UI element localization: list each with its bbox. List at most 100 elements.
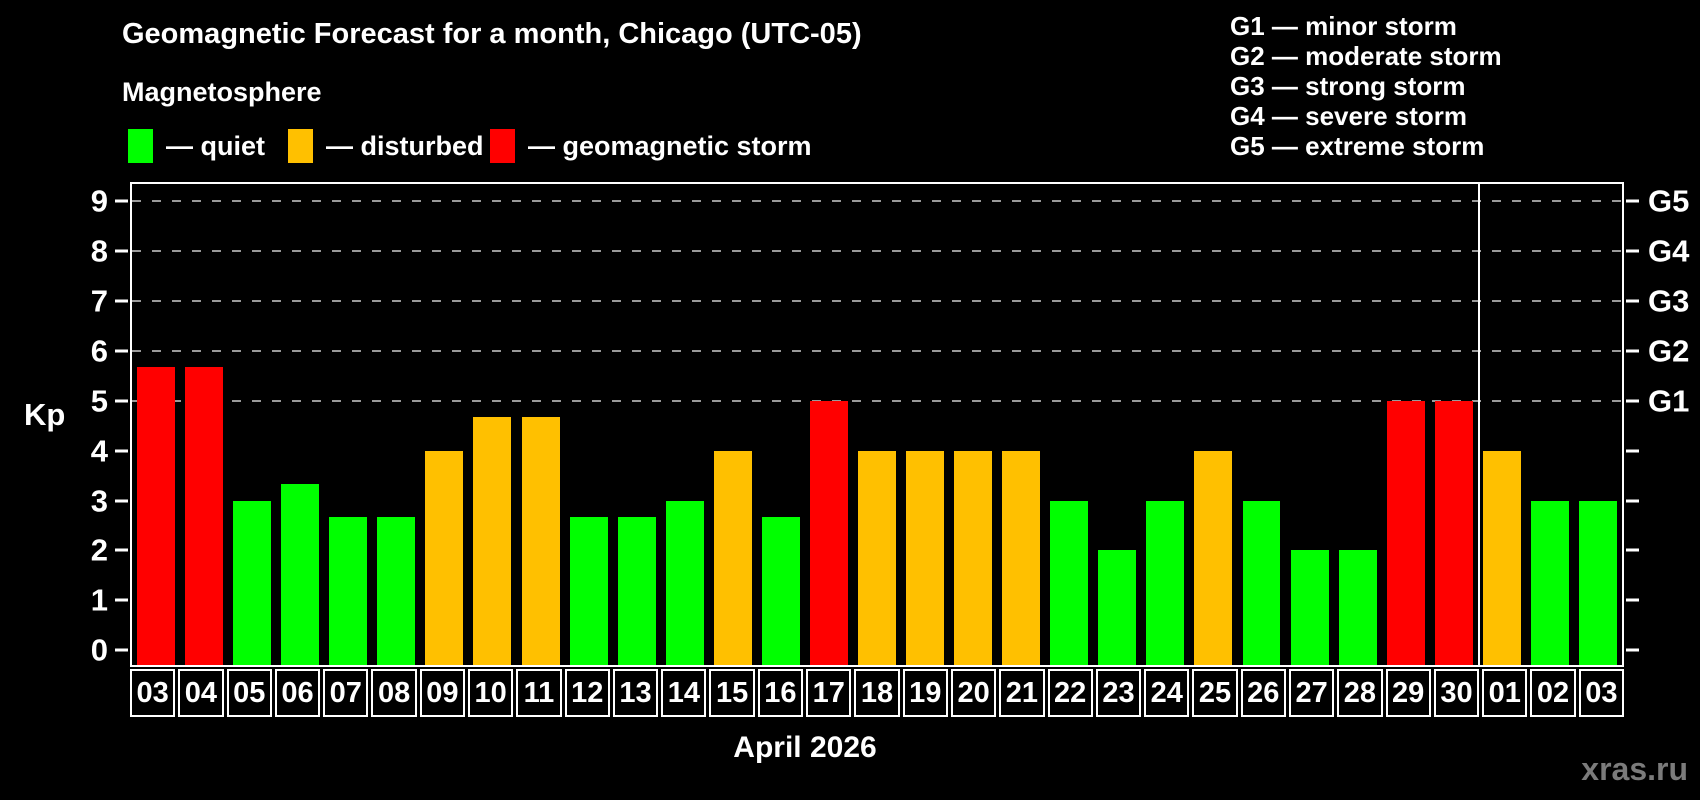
kp-bar-day-22 — [1050, 500, 1089, 665]
day-label-cell: 27 — [1288, 669, 1335, 717]
gridline-kp-7 — [132, 300, 1622, 303]
kp-bar-day-14 — [665, 500, 704, 665]
day-label-cell: 28 — [1337, 669, 1383, 717]
y-tick-left-3 — [115, 499, 128, 502]
day-label-cell: 23 — [1095, 669, 1142, 717]
quiet-color-swatch-icon — [128, 129, 153, 163]
kp-bar-day-20 — [954, 450, 993, 665]
day-label-cell: 29 — [1385, 669, 1431, 717]
y-tick-left-9 — [115, 199, 128, 203]
kp-bar-day-16 — [761, 516, 800, 665]
day-label-cell: 21 — [999, 669, 1045, 717]
y-tick-right-8 — [1626, 249, 1639, 253]
y-tick-left-7 — [115, 299, 128, 303]
y-tick-left-4 — [115, 449, 128, 453]
kp-bar-day-06 — [281, 484, 320, 665]
y-tick-label-0: 0 — [90, 632, 108, 668]
day-label-cell: 25 — [1192, 669, 1238, 717]
watermark: xras.ru — [1581, 751, 1688, 787]
kp-bar-day-04 — [185, 367, 224, 665]
kp-bar-day-13 — [617, 516, 656, 665]
x-axis-month-label: April 2026 — [733, 731, 877, 764]
kp-bar-day-09 — [425, 450, 464, 665]
kp-bar-day-24 — [1146, 500, 1185, 665]
kp-bar-day-15 — [713, 450, 752, 665]
kp-bar-day-18 — [858, 450, 896, 665]
disturbed-color-swatch-icon — [288, 129, 313, 163]
month-separator-line — [1477, 184, 1480, 665]
y-tick-right-6 — [1626, 349, 1639, 353]
g-axis-label-G5: G5 — [1648, 183, 1690, 219]
kp-bar-day-07 — [329, 516, 368, 665]
y-tick-right-0 — [1626, 648, 1639, 652]
gridline-kp-6 — [132, 349, 1622, 352]
g-scale-legend: G1 — minor storm G2 — moderate storm G3 — … — [1230, 11, 1502, 161]
legend-item-label: — quiet — [166, 130, 265, 161]
y-tick-right-1 — [1626, 598, 1639, 602]
y-tick-right-7 — [1626, 299, 1639, 303]
day-label-cell: 01 — [1482, 669, 1528, 717]
day-label-cell: 03 — [130, 669, 176, 717]
x-axis-day-row: 03 04 05 06 07 08 09 10 11 12 13 14 15 16 17 18 19 20 21 22… — [130, 669, 1624, 717]
y-tick-label-4: 4 — [90, 433, 108, 469]
y-tick-right-2 — [1626, 548, 1639, 552]
g-scale-legend-line-5: G5 — extreme storm — [1230, 131, 1485, 161]
legend-item-disturbed: — disturbed — [288, 129, 484, 163]
legend-item-quiet: — quiet — [128, 129, 265, 163]
y-tick-label-7: 7 — [90, 283, 108, 319]
g-scale-legend-line-1: G1 — minor storm — [1230, 11, 1457, 41]
y-tick-right-4 — [1626, 449, 1639, 453]
day-label-cell: 30 — [1433, 669, 1480, 717]
y-tick-left-0 — [115, 648, 128, 652]
magnetosphere-legend: — quiet — disturbed — geomagnetic storm — [0, 129, 1700, 169]
y-tick-left-2 — [115, 548, 128, 552]
kp-bar-day-21 — [1002, 450, 1041, 665]
y-tick-label-5: 5 — [90, 383, 108, 419]
g-axis-label-G4: G4 — [1648, 233, 1690, 269]
gridline-kp-8 — [132, 250, 1622, 253]
g-axis-label-G2: G2 — [1648, 333, 1690, 369]
g-scale-legend-line-2: G2 — moderate storm — [1230, 41, 1502, 71]
kp-bar-day-11 — [521, 417, 560, 665]
day-label-cell: 03 — [1578, 669, 1624, 717]
gridline-kp-9 — [132, 200, 1622, 203]
day-label-cell: 08 — [371, 669, 417, 717]
y-tick-right-3 — [1626, 499, 1639, 502]
day-label-cell: 26 — [1240, 669, 1286, 717]
day-label-cell: 04 — [178, 669, 224, 717]
kp-bar-day-01 — [1482, 450, 1521, 665]
y-tick-left-1 — [115, 598, 128, 602]
day-label-cell: 05 — [226, 669, 272, 717]
day-label-cell: 24 — [1144, 669, 1190, 717]
legend-item-label: — geomagnetic storm — [528, 130, 812, 161]
kp-bar-day-05 — [233, 500, 272, 665]
kp-bar-day-12 — [569, 516, 608, 665]
storm-color-swatch-icon — [490, 129, 515, 163]
day-label-cell: 14 — [661, 669, 707, 717]
y-tick-label-3: 3 — [90, 483, 108, 518]
day-label-cell: 10 — [468, 669, 514, 717]
g-scale-legend-line-3: G3 — strong storm — [1230, 71, 1466, 101]
y-tick-label-6: 6 — [90, 333, 108, 369]
kp-bar-day-23 — [1098, 550, 1137, 665]
kp-bar-day-02 — [1530, 500, 1569, 665]
kp-bar-day-27 — [1290, 550, 1329, 665]
day-label-cell: 19 — [902, 669, 948, 717]
kp-bar-day-10 — [473, 417, 512, 665]
day-label-cell: 17 — [806, 669, 852, 717]
page-title: Geomagnetic Forecast for a month, Chicag… — [122, 18, 862, 50]
y-tick-left-8 — [115, 249, 128, 253]
kp-bar-day-03 — [1578, 500, 1617, 665]
y-axis-title: Kp — [24, 397, 66, 433]
day-label-cell: 15 — [709, 669, 755, 717]
day-label-cell: 22 — [1047, 669, 1093, 717]
legend-item-storm: — geomagnetic storm — [490, 129, 812, 163]
kp-bar-day-19 — [906, 450, 945, 665]
y-tick-label-1: 1 — [90, 582, 108, 618]
magnetosphere-label: Magnetosphere — [122, 77, 322, 107]
kp-bar-day-30 — [1434, 400, 1473, 665]
plot-area: Kp 0 1 2 3 4 5 6 7 8 9 G1 G2 G3 G4 G5 — [24, 182, 1689, 667]
day-label-cell: 09 — [419, 669, 466, 717]
y-tick-left-5 — [115, 399, 128, 403]
